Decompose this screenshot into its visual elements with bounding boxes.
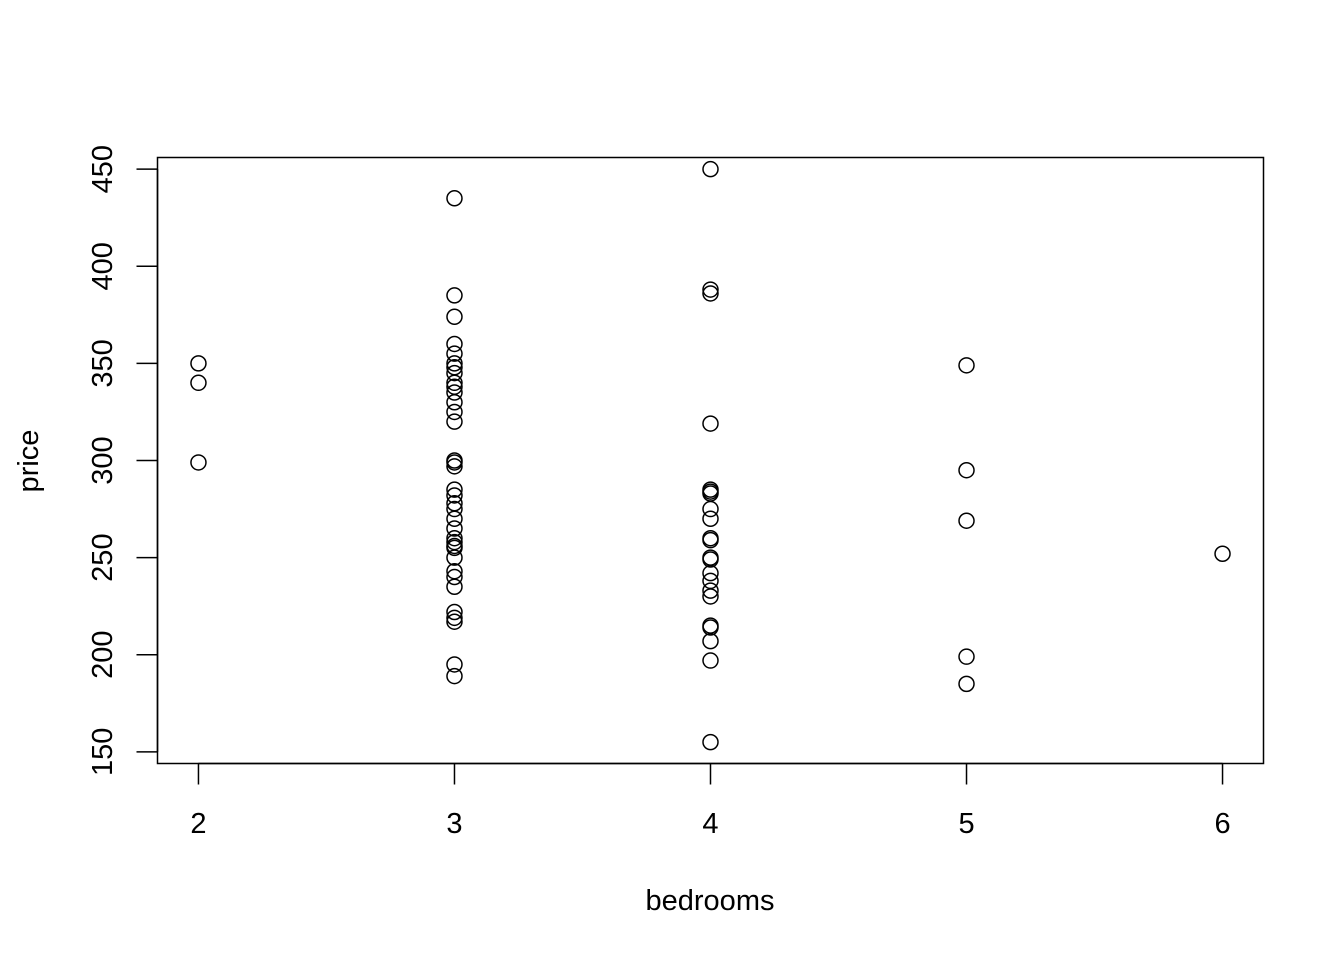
data-point <box>446 510 463 528</box>
data-point <box>446 335 463 353</box>
y-tick-label: 350 <box>87 339 119 387</box>
x-tick-label: 6 <box>1214 808 1230 840</box>
data-point <box>958 648 975 665</box>
x-tick-label: 4 <box>702 808 718 840</box>
y-axis: 150 200 250 300 350 400 450 <box>87 145 159 776</box>
x-axis: 2 3 4 5 6 <box>190 762 1231 840</box>
data-point <box>446 374 463 392</box>
data-point <box>702 551 719 568</box>
data-point <box>446 481 463 498</box>
data-point <box>702 415 719 432</box>
x-axis-title: bedrooms <box>646 885 775 917</box>
data-point <box>702 582 719 599</box>
data-point <box>446 613 463 630</box>
data-point <box>446 287 463 304</box>
data-point <box>446 609 463 627</box>
data-point <box>702 510 719 528</box>
x-tick-label: 2 <box>190 808 206 840</box>
data-point <box>446 603 463 621</box>
data-point <box>446 458 463 475</box>
data-point <box>1214 545 1231 562</box>
data-point <box>446 487 463 504</box>
y-axis-title: price <box>13 430 45 493</box>
data-point <box>446 403 463 421</box>
data-point <box>446 539 463 557</box>
data-point <box>702 564 719 582</box>
data-point <box>446 454 463 471</box>
data-point <box>190 454 207 471</box>
data-point <box>446 656 463 673</box>
data-point <box>702 281 719 298</box>
data-point <box>958 512 975 529</box>
data-point <box>446 393 463 411</box>
data-point <box>702 588 719 605</box>
data-point <box>702 531 719 549</box>
y-tick-label: 250 <box>87 533 119 581</box>
y-tick-label: 300 <box>87 436 119 484</box>
x-tick-label: 3 <box>446 808 462 840</box>
data-point <box>702 619 719 636</box>
y-tick-label: 150 <box>87 728 119 776</box>
data-point <box>446 578 463 595</box>
data-point <box>446 355 463 372</box>
data-point <box>446 308 463 326</box>
data-point <box>958 461 975 479</box>
data-point <box>446 190 463 207</box>
data-point <box>446 667 463 685</box>
data-point <box>958 675 975 693</box>
data-point <box>190 374 207 392</box>
data-point <box>190 355 207 372</box>
data-point <box>446 529 463 547</box>
data-point <box>702 632 719 650</box>
y-tick-label: 400 <box>87 242 119 290</box>
data-point <box>702 733 719 751</box>
data-point <box>702 652 719 669</box>
y-tick-label: 450 <box>87 145 119 193</box>
data-point <box>446 568 463 586</box>
data-point <box>446 413 463 430</box>
data-point <box>958 357 975 374</box>
plot-frame <box>156 156 1265 765</box>
data-point <box>702 500 719 518</box>
data-point <box>446 520 463 537</box>
data-point <box>446 549 463 566</box>
x-tick-label: 5 <box>958 808 974 840</box>
data-points <box>190 160 1231 751</box>
data-point <box>446 384 463 401</box>
data-point <box>702 160 719 178</box>
y-tick-label: 200 <box>87 631 119 679</box>
data-point <box>446 364 463 382</box>
data-point <box>446 345 463 362</box>
data-point <box>702 285 719 302</box>
data-point <box>446 500 463 518</box>
